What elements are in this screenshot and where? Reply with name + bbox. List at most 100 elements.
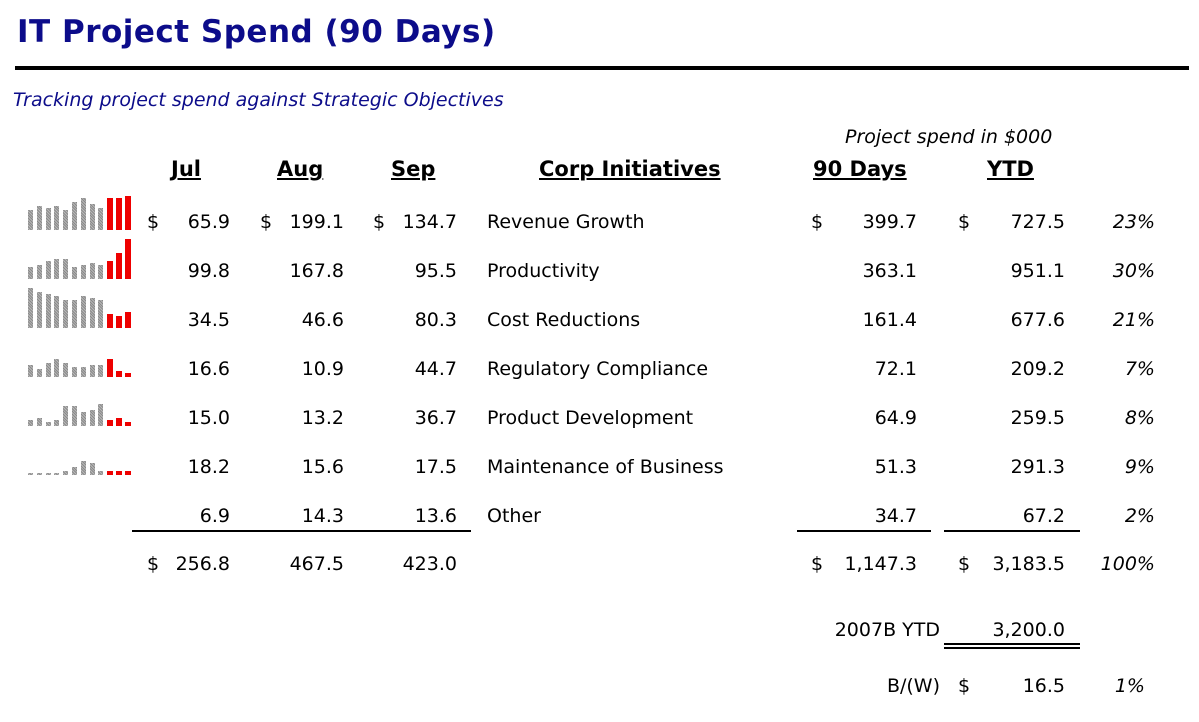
cell-aug: 10.9 [301,358,344,380]
sparkline-bar [124,373,131,377]
sparkline-bar [124,239,131,279]
sparkline-bar [116,198,122,230]
sparkline-bar [98,365,104,377]
cell-ytd: 209.2 [1010,358,1065,380]
sparkline [28,337,134,377]
subtotal-line-90days [797,530,931,532]
total-sep: 423.0 [402,553,457,575]
sparkline-bar [45,294,51,328]
sparkline-bar [28,473,33,475]
header-sep: Sep [391,157,436,181]
sparkline-bar [28,288,33,328]
sparkline-bar [107,314,114,328]
total-90days-currency: $ [811,553,824,575]
total-aug: 467.5 [289,553,344,575]
sparkline [28,435,134,475]
initiative-name: Productivity [487,260,600,282]
sparkline-bar [80,367,86,377]
cell-90-days: 51.3 [874,456,917,478]
sparkline [28,386,134,426]
sparkline-bar [28,267,33,279]
cell-aug: 15.6 [301,456,344,478]
cell-pct: 7% [1124,358,1155,380]
cell-pct: 21% [1112,309,1155,331]
d90-currency: $ [811,211,824,233]
sparkline-bar [116,471,122,475]
total-90days: 1,147.3 [844,553,917,575]
header-ytd: YTD [987,157,1034,181]
sparkline-bar [124,422,131,426]
initiative-name: Maintenance of Business [487,456,724,478]
cell-aug: 167.8 [289,260,344,282]
sparkline-bar [124,196,131,230]
cell-jul: 6.9 [199,505,230,527]
sparkline-bar [107,261,114,279]
total-jul: 256.8 [175,553,230,575]
cell-sep: 17.5 [414,456,457,478]
initiative-name: Cost Reductions [487,309,641,331]
sparkline-bar [72,367,77,377]
cell-90-days: 363.1 [862,260,917,282]
budget-value: 3,200.0 [992,619,1065,641]
cell-sep: 44.7 [414,358,457,380]
cell-pct: 23% [1112,211,1155,233]
cell-sep: 80.3 [414,309,457,331]
sparkline-bar [54,259,60,279]
sparkline-bar [36,369,42,377]
sparkline-bar [89,365,95,377]
cell-90-days: 64.9 [874,407,917,429]
cell-90-days: 72.1 [874,358,917,380]
sparkline-bar [80,265,86,279]
sparkline-bar [107,471,114,475]
sparkline-bar [54,206,60,230]
initiative-name: Product Development [487,407,694,429]
sparkline-bar [89,463,95,475]
sparkline-bar [45,422,51,426]
sparkline-bar [124,471,131,475]
sparkline-bar [36,292,42,328]
sparkline-bar [63,406,69,426]
cell-pct: 9% [1124,456,1155,478]
sparkline-bar [72,300,77,328]
sparkline-bar [107,198,114,230]
cell-ytd: 677.6 [1010,309,1065,331]
sparkline-bar [28,210,33,230]
cell-ytd: 291.3 [1010,456,1065,478]
sparkline-bar [36,206,42,230]
sparkline-bar [80,296,86,328]
sparkline-bar [28,420,33,426]
sparkline-bar [63,259,69,279]
sparkline-bar [72,267,77,279]
variance-currency: $ [958,675,971,697]
sparkline-bar [36,265,42,279]
page-subtitle: Tracking project spend against Strategic… [13,89,504,111]
cell-sep: 95.5 [414,260,457,282]
cell-sep: 36.7 [414,407,457,429]
sparkline-bar [89,410,95,426]
cell-pct: 8% [1124,407,1155,429]
sparkline-bar [36,418,42,426]
sparkline-bar [116,253,122,279]
cell-90-days: 161.4 [862,309,917,331]
cell-jul: 34.5 [187,309,230,331]
sep-currency: $ [373,211,386,233]
sparkline-bar [116,371,122,377]
sparkline-bar [107,359,114,377]
sparkline [28,190,134,230]
sparkline-bar [89,298,95,328]
sparkline-bar [89,204,95,230]
cell-jul: 99.8 [187,260,230,282]
variance-label: B/(W) [886,675,940,697]
header-90-days: 90 Days [813,157,907,181]
header-corp-initiatives: Corp Initiatives [539,157,721,181]
variance-value: 16.5 [1022,675,1065,697]
header-jul: Jul [171,157,201,181]
units-note: Project spend in $000 [845,126,1053,148]
budget-label: 2007B YTD [834,619,940,641]
sparkline [28,288,134,328]
initiative-name: Regulatory Compliance [487,358,709,380]
sparkline-bar [45,363,51,377]
cell-ytd: 67.2 [1022,505,1065,527]
cell-jul: 15.0 [187,407,230,429]
cell-jul: 18.2 [187,456,230,478]
